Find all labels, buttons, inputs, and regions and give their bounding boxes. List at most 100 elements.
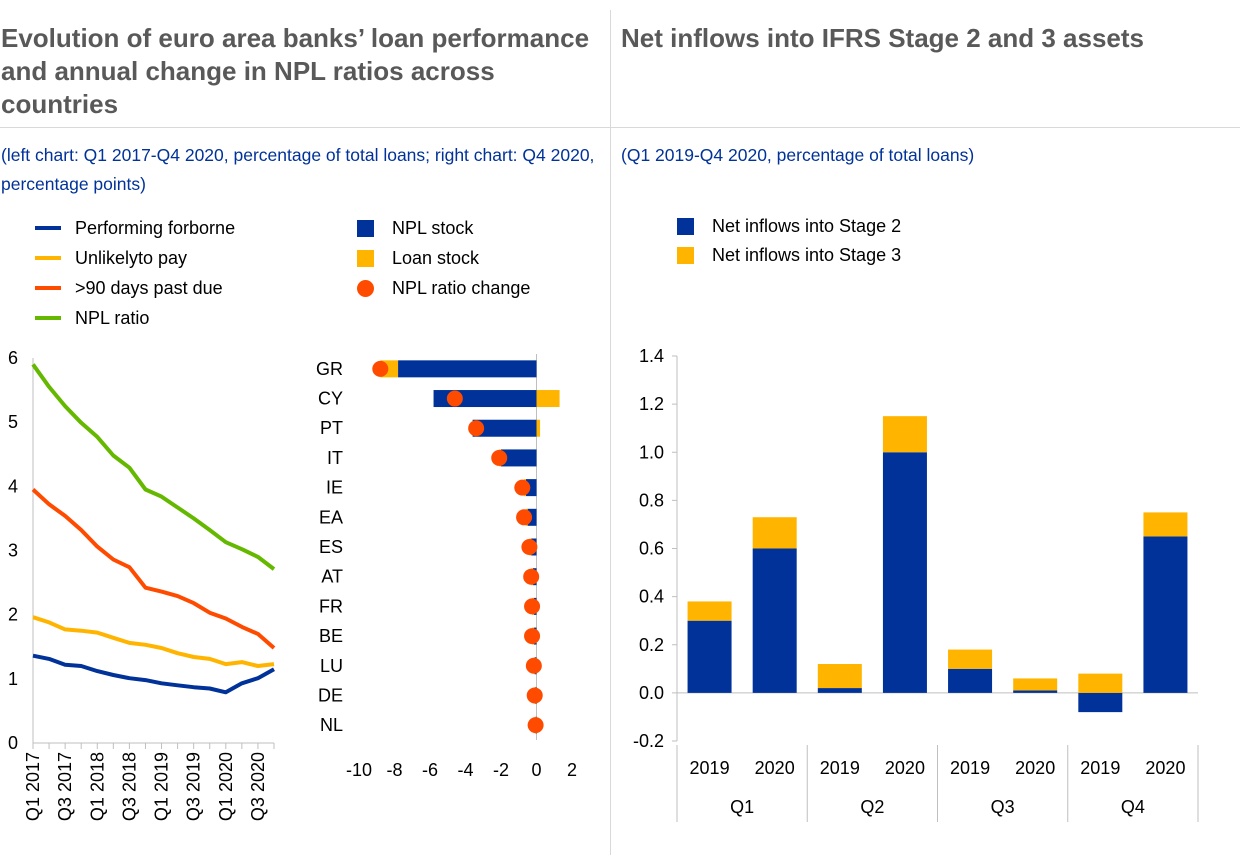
category-label: PT [320, 418, 343, 438]
legend-swatch [677, 247, 694, 264]
x-tick-label: Q3 2019 [184, 752, 204, 821]
x-tick-label: 2019 [1080, 758, 1120, 778]
legend-swatch [677, 218, 694, 235]
bar-segment [501, 449, 537, 467]
bar-segment [1143, 536, 1188, 693]
category-label: LU [320, 656, 343, 676]
ratio-change-dot [525, 657, 542, 674]
x-tick-label: -4 [457, 760, 473, 780]
x-tick-label: -2 [493, 760, 509, 780]
group-label: Q3 [991, 797, 1015, 817]
legend-swatch [35, 286, 61, 290]
y-tick-label: 2 [8, 605, 18, 625]
bar-segment [1143, 512, 1188, 537]
legend-item: Net inflows into Stage 2 [677, 212, 901, 241]
y-tick-label: 0.2 [639, 635, 664, 655]
legend-item: NPL stock [357, 213, 530, 243]
category-label: FR [319, 596, 343, 616]
legend-label: Performing forborne [75, 217, 236, 238]
right-panel-subtitle: (Q1 2019-Q4 2020, percentage of total lo… [621, 145, 975, 165]
x-tick-label: 2020 [1015, 758, 1055, 778]
bar-segment [882, 452, 927, 693]
country-chart-legend: NPL stock Loan stock NPL ratio change [357, 213, 530, 303]
y-tick-label: 0.0 [639, 683, 664, 703]
bar-segment [1078, 673, 1123, 693]
legend-swatch [357, 219, 374, 237]
legend-item: NPL ratio [35, 303, 235, 333]
category-label: CY [318, 389, 343, 409]
ratio-change-dot [526, 687, 543, 704]
left-panel-subtitle: (left chart: Q1 2017-Q4 2020, percentage… [1, 145, 595, 194]
legend-item: Loan stock [357, 243, 530, 273]
bar-segment [752, 517, 797, 549]
x-tick-label: Q3 2017 [55, 752, 75, 821]
legend-swatch [357, 249, 374, 267]
right-panel-title: Net inflows into IFRS Stage 2 and 3 asse… [621, 23, 1145, 53]
bar-segment [536, 419, 541, 437]
ratio-change-dot [446, 390, 463, 407]
bar-segment [398, 360, 537, 378]
panel-divider-horizontal [0, 127, 1240, 128]
legend-label: Loan stock [392, 247, 480, 268]
x-tick-label: Q1 2017 [23, 752, 43, 821]
group-label: Q1 [730, 797, 754, 817]
ratio-change-dot [527, 717, 544, 734]
y-tick-label: 0.6 [639, 539, 664, 559]
bar-segment [1078, 692, 1123, 713]
x-tick-label: Q3 2020 [248, 752, 268, 821]
series-line [31, 488, 276, 650]
x-tick-label: 2019 [690, 758, 730, 778]
line-chart-legend: Performing forborne Unlikelyto pay >90 d… [35, 213, 235, 333]
x-tick-label: Q1 2020 [216, 752, 236, 821]
legend-item: >90 days past due [35, 273, 235, 303]
bar-segment [1013, 678, 1058, 691]
legend-item: Performing forborne [35, 213, 235, 243]
x-tick-label: Q3 2018 [119, 752, 139, 821]
series-line [32, 615, 275, 668]
x-tick-label: Q1 2018 [87, 752, 107, 821]
ratio-change-dot [491, 449, 508, 466]
x-tick-label: 2020 [755, 758, 795, 778]
x-tick-label: 0 [531, 760, 541, 780]
ratio-change-dot [468, 420, 485, 437]
group-label: Q4 [1121, 797, 1145, 817]
category-label: DE [318, 685, 343, 705]
ratio-change-dot [516, 509, 533, 526]
y-tick-label: 0.4 [639, 587, 664, 607]
bar-segment [882, 416, 927, 453]
x-tick-label: 2019 [950, 758, 990, 778]
legend-item: Unlikelyto pay [35, 243, 235, 273]
y-tick-label: 1.4 [639, 346, 664, 366]
legend-label: Net inflows into Stage 3 [712, 245, 902, 265]
y-tick-label: 0.8 [639, 490, 664, 510]
bar-segment [525, 479, 537, 497]
legend-swatch [35, 316, 61, 320]
ratio-change-dot [514, 479, 531, 496]
bar-segment [948, 649, 993, 669]
x-tick-label: -6 [422, 760, 438, 780]
legend-label: NPL ratio [75, 307, 150, 328]
stage-chart-legend: Net inflows into Stage 2 Net inflows int… [677, 212, 901, 270]
x-tick-label: -8 [386, 760, 402, 780]
legend-swatch [35, 256, 61, 260]
category-label: NL [320, 715, 343, 735]
y-tick-label: 1 [8, 669, 18, 689]
bar-segment [817, 688, 862, 693]
ratio-change-dot [372, 360, 389, 377]
ratio-change-dot [521, 539, 538, 555]
x-tick-label: 2 [567, 760, 577, 780]
bar-segment [687, 620, 732, 693]
legend-swatch [357, 279, 374, 297]
y-tick-label: 1.2 [639, 394, 664, 414]
y-tick-label: 6 [8, 348, 18, 368]
category-label: IE [326, 478, 343, 498]
category-label: IT [327, 448, 343, 468]
legend-label: NPL ratio change [392, 277, 531, 298]
y-tick-label: 4 [8, 476, 18, 496]
legend-label: Net inflows into Stage 2 [712, 216, 902, 236]
panel-divider-vertical [610, 10, 611, 855]
y-tick-label: 3 [8, 541, 18, 561]
legend-item: Net inflows into Stage 3 [677, 241, 901, 270]
y-tick-label: 1.0 [639, 442, 664, 462]
